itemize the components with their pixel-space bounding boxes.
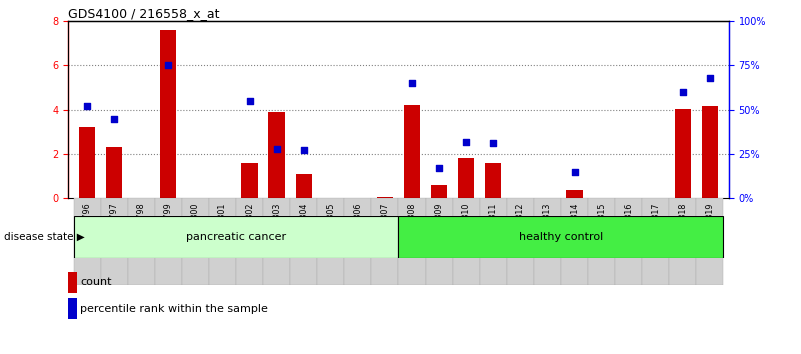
Bar bbox=[399, 198, 425, 285]
Bar bbox=[372, 198, 399, 285]
Text: GSM356797: GSM356797 bbox=[110, 202, 119, 251]
Bar bbox=[399, 216, 723, 258]
Bar bbox=[74, 216, 399, 258]
Text: pancreatic cancer: pancreatic cancer bbox=[186, 232, 286, 242]
Bar bbox=[79, 127, 95, 198]
Bar bbox=[127, 198, 155, 285]
Text: GSM356812: GSM356812 bbox=[516, 202, 525, 251]
Point bbox=[297, 148, 310, 153]
Bar bbox=[702, 107, 718, 198]
Bar bbox=[160, 30, 176, 198]
Bar bbox=[344, 198, 372, 285]
Bar bbox=[376, 197, 393, 198]
Text: disease state ▶: disease state ▶ bbox=[4, 232, 85, 242]
Point bbox=[81, 103, 94, 109]
Bar bbox=[453, 198, 480, 285]
Text: GSM356802: GSM356802 bbox=[245, 202, 254, 251]
Bar bbox=[290, 198, 317, 285]
Bar bbox=[480, 198, 507, 285]
Text: GSM356803: GSM356803 bbox=[272, 202, 281, 251]
Point bbox=[568, 169, 581, 175]
Bar bbox=[68, 298, 77, 319]
Bar bbox=[425, 198, 453, 285]
Bar bbox=[263, 198, 290, 285]
Bar bbox=[696, 198, 723, 285]
Bar bbox=[507, 198, 534, 285]
Text: GSM356807: GSM356807 bbox=[380, 202, 389, 251]
Text: GSM356805: GSM356805 bbox=[326, 202, 336, 251]
Text: GSM356806: GSM356806 bbox=[353, 202, 362, 251]
Point bbox=[677, 89, 690, 95]
Bar bbox=[317, 198, 344, 285]
Text: GSM356800: GSM356800 bbox=[191, 202, 200, 251]
Text: GDS4100 / 216558_x_at: GDS4100 / 216558_x_at bbox=[68, 7, 219, 20]
Text: count: count bbox=[80, 277, 111, 287]
Bar bbox=[670, 198, 696, 285]
Bar bbox=[588, 198, 615, 285]
Text: GSM356810: GSM356810 bbox=[461, 202, 471, 251]
Text: GSM356813: GSM356813 bbox=[543, 202, 552, 251]
Text: GSM356804: GSM356804 bbox=[300, 202, 308, 251]
Text: percentile rank within the sample: percentile rank within the sample bbox=[80, 304, 268, 314]
Text: GSM356811: GSM356811 bbox=[489, 202, 497, 251]
Bar bbox=[68, 272, 77, 293]
Point bbox=[244, 98, 256, 104]
Text: GSM356817: GSM356817 bbox=[651, 202, 660, 251]
Text: GSM356809: GSM356809 bbox=[435, 202, 444, 251]
Bar bbox=[404, 105, 421, 198]
Bar bbox=[155, 198, 182, 285]
Bar bbox=[642, 198, 670, 285]
Bar bbox=[106, 147, 123, 198]
Bar bbox=[241, 163, 258, 198]
Point bbox=[433, 165, 445, 171]
Text: GSM356801: GSM356801 bbox=[218, 202, 227, 251]
Bar bbox=[561, 198, 588, 285]
Text: GSM356816: GSM356816 bbox=[624, 202, 634, 251]
Point bbox=[487, 141, 500, 146]
Bar bbox=[431, 185, 447, 198]
Bar bbox=[534, 198, 561, 285]
Bar bbox=[566, 190, 582, 198]
Bar bbox=[236, 198, 263, 285]
Bar bbox=[74, 198, 101, 285]
Bar bbox=[674, 109, 691, 198]
Bar bbox=[182, 198, 209, 285]
Point bbox=[270, 146, 283, 152]
Point bbox=[405, 80, 418, 86]
Point bbox=[460, 139, 473, 144]
Point bbox=[107, 116, 120, 121]
Text: GSM356815: GSM356815 bbox=[597, 202, 606, 251]
Point bbox=[703, 75, 716, 81]
Bar bbox=[485, 163, 501, 198]
Bar bbox=[296, 174, 312, 198]
Text: GSM356798: GSM356798 bbox=[137, 202, 146, 251]
Bar bbox=[101, 198, 127, 285]
Bar bbox=[209, 198, 236, 285]
Text: GSM356808: GSM356808 bbox=[408, 202, 417, 251]
Text: healthy control: healthy control bbox=[519, 232, 603, 242]
Text: GSM356799: GSM356799 bbox=[163, 202, 173, 251]
Text: GSM356814: GSM356814 bbox=[570, 202, 579, 251]
Bar bbox=[615, 198, 642, 285]
Text: GSM356796: GSM356796 bbox=[83, 202, 91, 251]
Point bbox=[162, 63, 175, 68]
Bar bbox=[268, 112, 284, 198]
Text: GSM356818: GSM356818 bbox=[678, 202, 687, 251]
Text: GSM356819: GSM356819 bbox=[706, 202, 714, 251]
Bar bbox=[458, 159, 474, 198]
